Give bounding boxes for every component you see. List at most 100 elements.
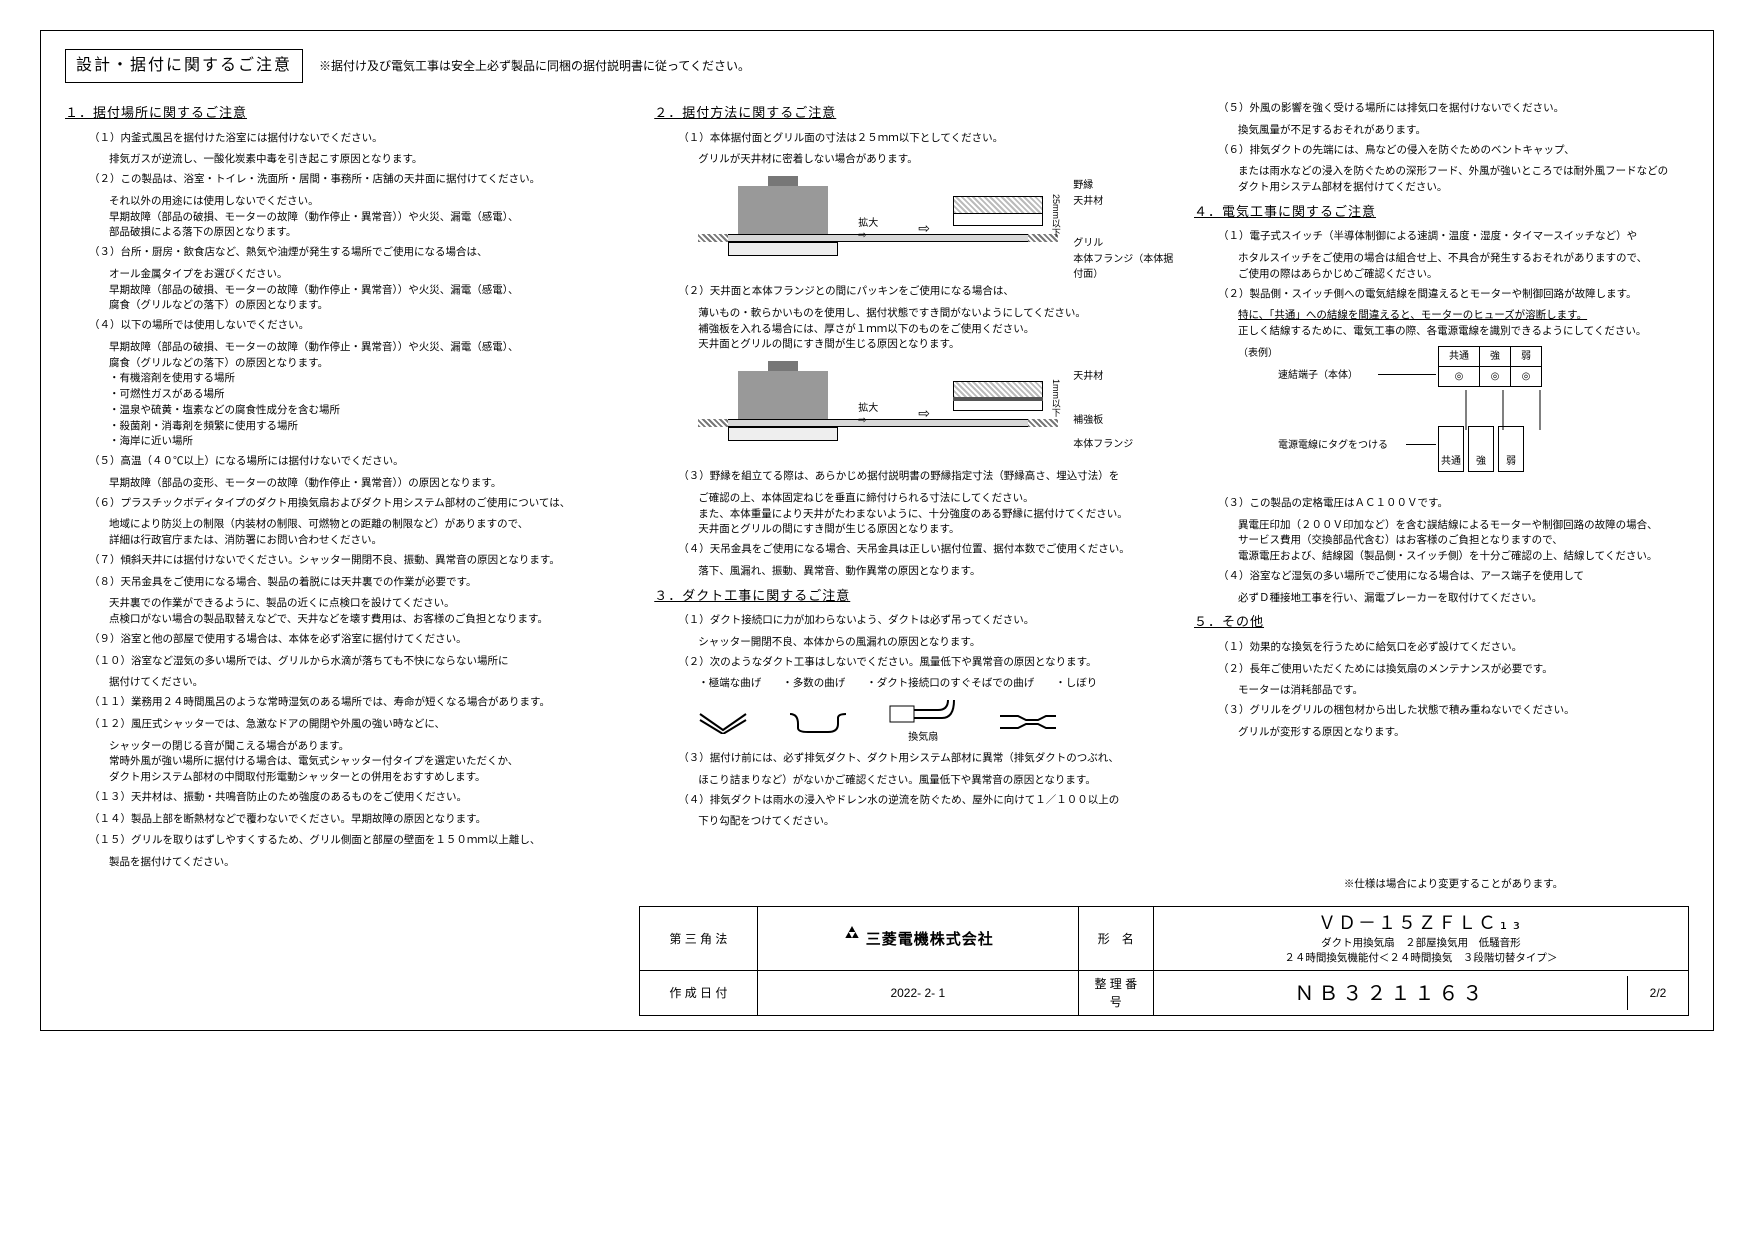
s4-i3-3: サービス費用（交換部品代含む）はお客様のご負担となりますので、 — [1238, 533, 1689, 549]
s3-i4-2: 下り勾配をつけてください。 — [698, 814, 1174, 830]
s3-i2-2: ・極端な曲げ ・多数の曲げ ・ダクト接続口のすぐそばでの曲げ ・しぼり — [698, 676, 1174, 692]
s1-i2: （２）この製品は、浴室・トイレ・洗面所・居間・事務所・店舗の天井面に据付けてくだ… — [89, 172, 634, 188]
wiring-tag-label: 電源電線にタグをつける — [1278, 438, 1388, 453]
th-strong: 強 — [1480, 346, 1511, 366]
section-5-head: ５．その他 — [1194, 612, 1689, 632]
s2b-i6-3: ダクト用システム部材を据付けてください。 — [1238, 180, 1689, 196]
s4-i2: （２）製品側・スイッチ側への電気結線を間違えるとモーターや制御回路が故障します。 — [1218, 287, 1689, 303]
section-1-head: １．据付場所に関するご注意 — [65, 103, 634, 123]
model-label: 形 名 — [1078, 907, 1153, 971]
mitsubishi-logo-icon — [842, 926, 862, 952]
s1-i4-3: 腐食（グリルなどの落下）の原因となります。 — [109, 356, 634, 372]
s5-i2: （２）長年ご使用いただくためには換気扇のメンテナンスが必要です。 — [1218, 662, 1689, 678]
shape-sharp-bend — [698, 710, 748, 734]
s1-i14: （１４）製品上部を断熱材などで覆わないでください。早期故障の原因となります。 — [89, 812, 634, 828]
s1-i4-b1: ・有機溶剤を使用する場所 — [109, 371, 634, 387]
s3-i1: （１）ダクト接続口に力が加わらないよう、ダクトは必ず吊ってください。 — [678, 613, 1174, 629]
s3-i3-2: ほこり詰まりなど）がないかご確認ください。風量低下や異常音の原因となります。 — [698, 773, 1174, 789]
section-3-head: ３．ダクト工事に関するご注意 — [654, 586, 1174, 606]
s1-i2-2: それ以外の用途には使用しないでください。 — [109, 194, 634, 210]
s1-i3: （３）台所・厨房・飲食店など、熱気や油煙が発生する場所でご使用になる場合は、 — [89, 245, 634, 261]
callout-grill: グリル — [1073, 236, 1103, 251]
s1-i8: （８）天吊金具をご使用になる場合、製品の着脱には天井裏での作業が必要です。 — [89, 575, 634, 591]
callout-flange2: 本体フランジ — [1073, 437, 1133, 452]
page-title: 設計・据付に関するご注意 — [65, 49, 303, 83]
s3-i2: （２）次のようなダクト工事はしないでください。風量低下や異常音の原因となります。 — [678, 655, 1174, 671]
s1-i1: （１）内釜式風呂を据付けた浴室には据付けないでください。 — [89, 131, 634, 147]
s1-i5: （５）高温（４０℃以上）になる場所には据付けないでください。 — [89, 454, 634, 470]
title-block: 第 三 角 法 三菱電機株式会社 形 名 ＶＤ－１５ＺＦＬＣ₁₃ ダクト用換気扇… — [639, 906, 1689, 1016]
s2b-i5: （５）外風の影響を強く受ける場所には排気口を据付けないでください。 — [1218, 101, 1689, 117]
s2-i1-2: グリルが天井材に密着しない場合があります。 — [698, 152, 1174, 168]
shape-reduce — [998, 712, 1058, 732]
section-4-head: ４．電気工事に関するご注意 — [1194, 202, 1689, 222]
s1-i10: （１０）浴室など湿気の多い場所では、グリルから水滴が落ちても不快にならない場所に — [89, 654, 634, 670]
s4-i1-3: ご使用の際はあらかじめご確認ください。 — [1238, 267, 1689, 283]
tag-strong: 強 — [1468, 426, 1494, 472]
td-c3 — [1511, 366, 1542, 386]
s4-i2-2: 特に、「共通」への結線を間違えると、モーターのヒューズが溶断します。 — [1238, 308, 1689, 324]
callout-ceil: 天井材 — [1073, 194, 1103, 209]
model-desc1: ダクト用換気扇 ２部屋換気用 低騒音形 — [1162, 936, 1680, 951]
s1-i4-b5: ・海岸に近い場所 — [109, 434, 634, 450]
s1-i5-2: 早期故障（部品の変形、モーターの故障（動作停止・異常音））の原因となります。 — [109, 476, 634, 492]
s1-i1b: 排気ガスが逆流し、一酸化炭素中毒を引き起こす原因となります。 — [109, 152, 634, 168]
column-3: （５）外風の影響を強く受ける場所には排気口を据付けないでください。 換気風量が不… — [1194, 97, 1689, 896]
s4-i4-2: 必ずＤ種接地工事を行い、漏電ブレーカーを取付けてください。 — [1238, 591, 1689, 607]
s4-i4: （４）浴室など湿気の多い場所でご使用になる場合は、アース端子を使用して — [1218, 569, 1689, 585]
tag-weak: 弱 — [1498, 426, 1524, 472]
column-1: １．据付場所に関するご注意 （１）内釜式風呂を据付けた浴室には据付けないでくださ… — [65, 97, 634, 896]
s5-i3: （３）グリルをグリルの梱包材から出した状態で積み重ねないでください。 — [1218, 703, 1689, 719]
s2-i1: （１）本体据付面とグリル面の寸法は２５ｍｍ以下としてください。 — [678, 131, 1174, 147]
s2-i3: （３）野縁を組立てる際は、あらかじめ据付説明書の野縁指定寸法（野縁高さ、埋込寸法… — [678, 469, 1174, 485]
s1-i4-2: 早期故障（部品の破損、モーターの故障（動作停止・異常音））や火災、漏電（感電）、 — [109, 340, 634, 356]
shape-near-bend: 換気扇 — [888, 698, 958, 745]
s1-i12: （１２）風圧式シャッターでは、急激なドアの開閉や外風の強い時などに、 — [89, 717, 634, 733]
callout-rein: 補強板 — [1073, 413, 1103, 428]
s1-i4: （４）以下の場所では使用しないでください。 — [89, 318, 634, 334]
date-value: 2022- 2- 1 — [757, 970, 1078, 1015]
callout-noburi: 野縁 — [1073, 178, 1093, 193]
content-columns: １．据付場所に関するご注意 （１）内釜式風呂を据付けた浴室には据付けないでくださ… — [65, 97, 1689, 896]
s1-i3-2: オール金属タイプをお選びください。 — [109, 267, 634, 283]
callout-dim: 25mm以下 — [1048, 194, 1062, 237]
s2-i3-4: 天井面とグリルの間にすき間が生じる原因となります。 — [698, 522, 1174, 538]
s4-i2-3: 正しく結線するために、電気工事の際、各電源電線を識別できるようにしてください。 — [1238, 324, 1689, 340]
wiring-example: （表例） — [1238, 346, 1278, 361]
wiring-terminal: 速結端子（本体） — [1278, 368, 1358, 383]
s2-i2: （２）天井面と本体フランジとの間にパッキンをご使用になる場合は、 — [678, 284, 1174, 300]
model-number: ＶＤ－１５ＺＦＬＣ₁₃ — [1162, 911, 1680, 936]
s3-i3: （３）据付け前には、必ず排気ダクト、ダクト用システム部材に異常（排気ダクトのつぶ… — [678, 751, 1174, 767]
model-desc2: ２４時間換気機能付＜２４時間換気 ３段階切替タイプ＞ — [1162, 951, 1680, 966]
s2b-i6: （６）排気ダクトの先端には、鳥などの侵入を防ぐためのベントキャップ、 — [1218, 143, 1689, 159]
s2-i4-2: 落下、風漏れ、振動、異常音、動作異常の原因となります。 — [698, 564, 1174, 580]
s1-i10-2: 据付けてください。 — [109, 675, 634, 691]
s4-i1: （１）電子式スイッチ（半導体制御による速調・温度・湿度・タイマースイッチなど）や — [1218, 229, 1689, 245]
s3-i4: （４）排気ダクトは雨水の浸入やドレン水の逆流を防ぐため、屋外に向けて１／１００以… — [678, 793, 1174, 809]
s1-i15-2: 製品を据付けてください。 — [109, 855, 634, 871]
tag-common: 共通 — [1438, 426, 1464, 472]
s1-i6-2: 地域により防災上の制限（内装材の制限、可燃物との距離の制限など）がありますので、 — [109, 517, 634, 533]
s1-i12-4: ダクト用システム部材の中間取付形電動シャッターとの併用をおすすめします。 — [109, 770, 634, 786]
s1-i8-2: 天井裏での作業ができるように、製品の近くに点検口を設けてください。 — [109, 596, 634, 612]
td-c1 — [1439, 366, 1480, 386]
s1-i12-3: 常時外風が強い場所に据付ける場合は、電気式シャッター付タイプを選定いただくか、 — [109, 754, 634, 770]
projection-label: 第 三 角 法 — [640, 907, 758, 971]
callout-dim2: 1mm以下 — [1048, 379, 1062, 417]
s1-i8-3: 点検口がない場合の製品取替えなどで、天井などを壊す費用は、お客様のご負担となりま… — [109, 612, 634, 628]
s5-i2-2: モーターは消耗部品です。 — [1238, 683, 1689, 699]
column-2: ２．据付方法に関するご注意 （１）本体据付面とグリル面の寸法は２５ｍｍ以下として… — [654, 97, 1174, 896]
diagram-mounting-2: 拡大 ⇨ ⇨ 1mm以下 天井材 補強板 本体フランジ — [678, 361, 1174, 461]
s1-i12-2: シャッターの閉じる音が聞こえる場合があります。 — [109, 739, 634, 755]
wiring-table: 共通強弱 — [1438, 346, 1542, 387]
s2-i4: （４）天吊金具をご使用になる場合、天吊金具は正しい据付位置、据付本数でご使用くだ… — [678, 542, 1174, 558]
th-common: 共通 — [1439, 346, 1480, 366]
diagram-mounting-1: 拡大 ⇨ ⇨ 25mm以下 野縁 天井材 グリル 本体フランジ（本体据付面） — [678, 176, 1174, 276]
s2-i2-2: 薄いもの・軟らかいものを使用し、据付状態ですき間がないようにしてください。 — [698, 306, 1174, 322]
s1-i3-3: 早期故障（部品の破損、モーターの故障（動作停止・異常音））や火災、漏電（感電）、 — [109, 283, 634, 299]
date-label: 作 成 日 付 — [640, 970, 758, 1015]
s1-i2-3: 早期故障（部品の破損、モーターの故障（動作停止・異常音））や火災、漏電（感電）、 — [109, 210, 634, 226]
s4-i3-4: 電源電圧および、結線図（製品側・スイッチ側）を十分ご確認の上、結線してください。 — [1238, 549, 1689, 565]
s4-i1-2: ホタルスイッチをご使用の場合は組合せ上、不具合が発生するおそれがありますので、 — [1238, 251, 1689, 267]
s2b-i6-2: または雨水などの浸入を防ぐための深形フード、外風が強いところでは耐外風フードなど… — [1238, 164, 1689, 180]
